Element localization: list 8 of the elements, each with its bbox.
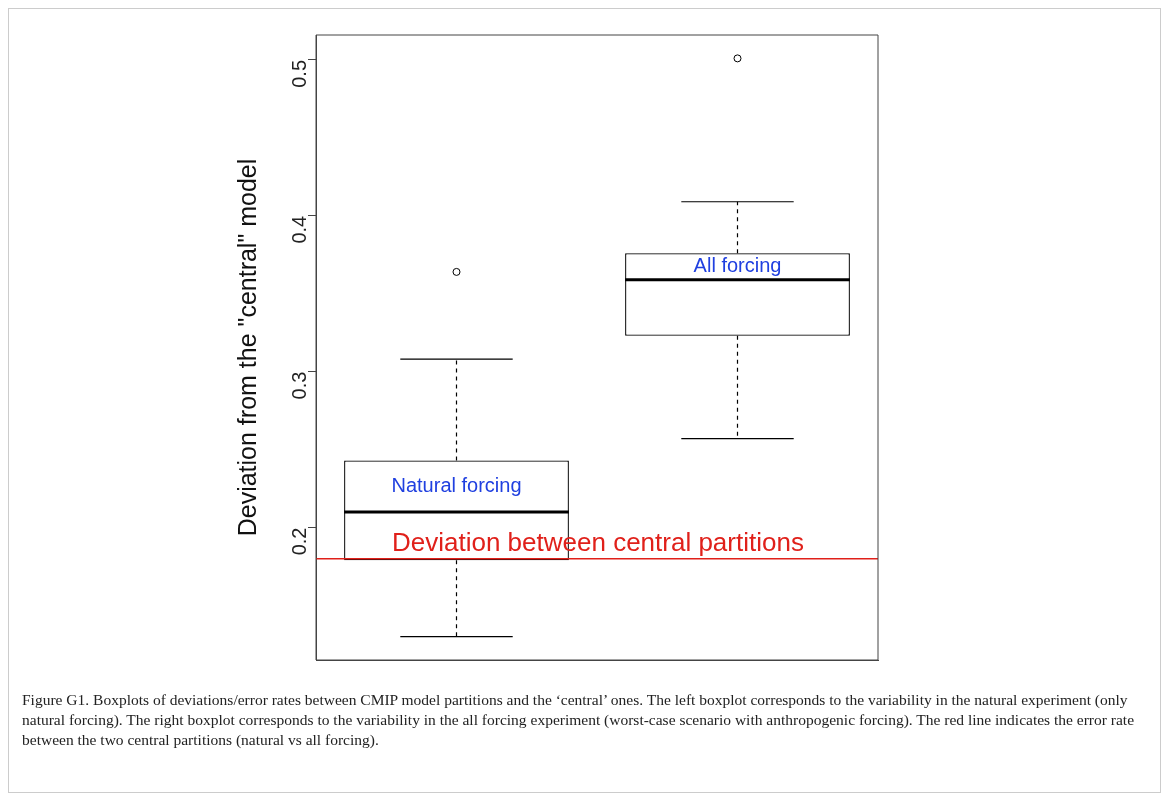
y-tick-label: 0.4	[287, 215, 310, 244]
annotation: Natural forcing	[391, 473, 522, 496]
y-tick-label: 0.2	[287, 527, 310, 556]
caption: Figure G1. Boxplots of deviations/error rates between CMIP model partitions and the ‘central’ ones. The left boxplot corresponds to the variability in the natural experiment (only natural forcing). The right boxplot corresponds to the variability in the all forcing experiment (worst-case scenario with anthropogenic forcing). The red line indicates the error rate between the two central partitions (natural vs all forcing).	[22, 690, 1136, 750]
y-axis-title: Deviation from the "central" model	[232, 158, 261, 537]
annotation: All forcing	[693, 253, 782, 276]
y-tick-label: 0.5	[287, 59, 310, 88]
y-tick-label: 0.3	[287, 371, 310, 400]
